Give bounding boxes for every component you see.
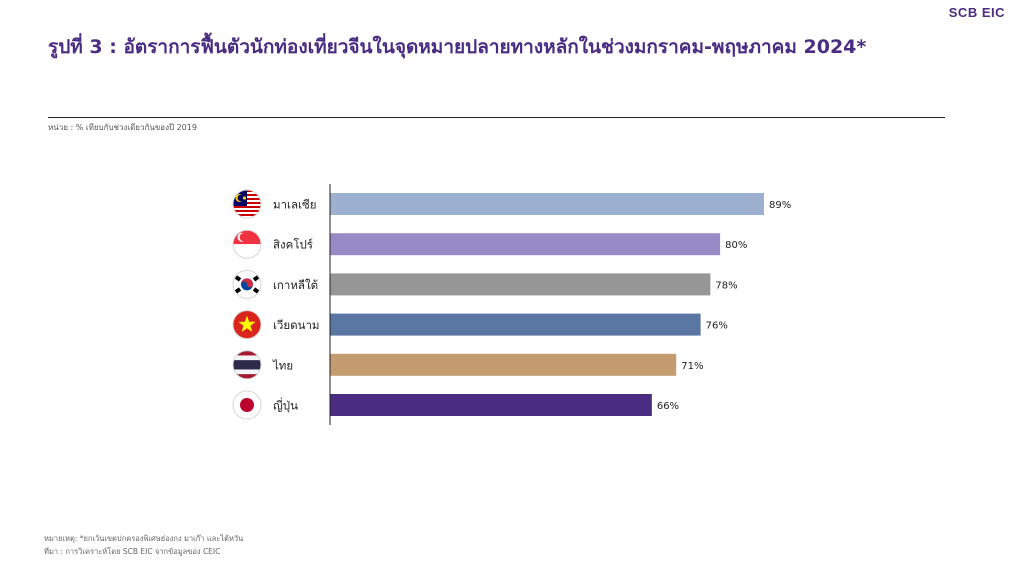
category-label-1: สิงคโปร์ [273,238,313,252]
bar-3 [330,313,701,336]
bar-1 [330,233,721,256]
category-label-0: มาเลเซีย [273,198,317,212]
footnote-remark: หมายเหตุ: *ยกเว้นเขตปกครองพิเศษฮ่องกง มา… [44,534,244,543]
page-title: รูปที่ 3 : อัตราการฟื้นตัวนักท่องเที่ยวจ… [48,36,867,58]
footnote-source: ที่มา : การวิเคราะห์โดย SCB EIC จากข้อมู… [44,547,221,556]
category-label-4: ไทย [272,358,293,372]
japan-flag-icon [232,390,262,420]
category-label-3: เวียดนาม [273,318,320,332]
footnotes: หมายเหตุ: *ยกเว้นเขตปกครองพิเศษฮ่องกง มา… [44,532,243,558]
title-divider [48,117,945,118]
data-label-0: 89% [769,200,791,211]
data-label-3: 76% [706,321,728,332]
bar-0 [330,193,764,215]
malaysia-flag-icon [232,189,262,219]
bar-2 [330,273,711,296]
data-label-1: 80% [725,240,747,251]
bar-5 [330,394,652,416]
vietnam-flag-icon [232,310,262,340]
category-label-2: เกาหลีใต้ [273,278,318,292]
unit-note: หน่วย : % เทียบกับช่วงเดียวกันของปี 2019 [48,123,197,132]
bar-4 [330,353,677,376]
thailand-flag-icon [232,350,262,380]
brand-logo: SCB EIC [948,5,1005,20]
singapore-flag-icon [232,229,262,259]
data-label-2: 78% [715,280,737,291]
category-label-5: ญี่ปุ่น [273,398,298,413]
data-label-5: 66% [657,401,679,412]
data-label-4: 71% [681,361,703,372]
south-korea-flag-icon [232,269,262,299]
